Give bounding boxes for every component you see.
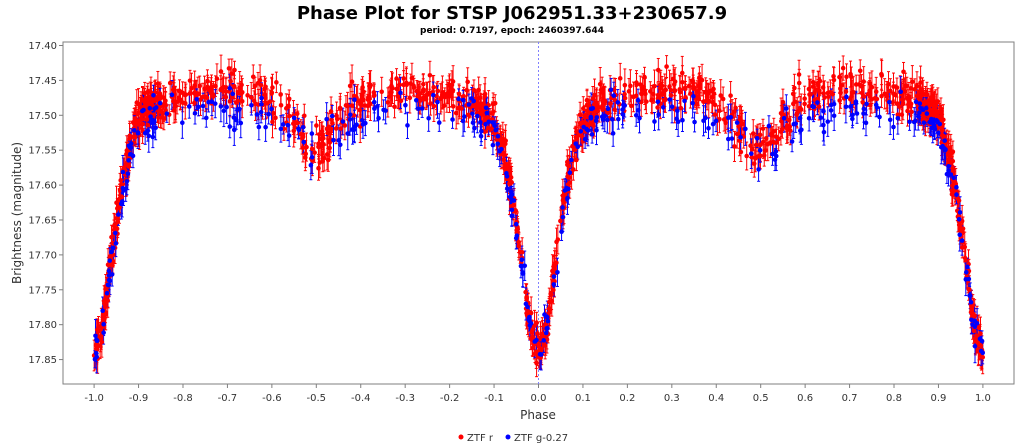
chart-subtitle: period: 0.7197, epoch: 2460397.644 xyxy=(420,26,604,36)
chart-title: Phase Plot for STSP J062951.33+230657.9 xyxy=(297,3,727,24)
